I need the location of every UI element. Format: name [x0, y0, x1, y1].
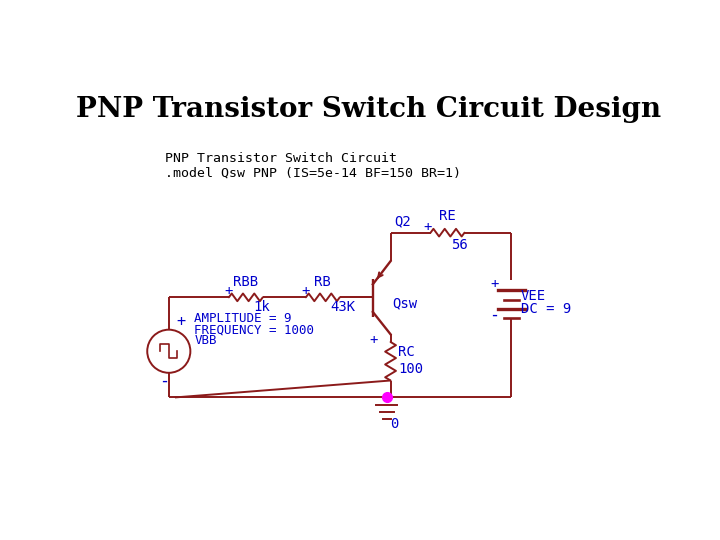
- Text: 56: 56: [451, 238, 468, 252]
- Text: RE: RE: [439, 209, 456, 222]
- Text: +: +: [302, 284, 310, 298]
- Text: PNP Transistor Switch Circuit: PNP Transistor Switch Circuit: [165, 152, 397, 165]
- Text: PNP Transistor Switch Circuit Design: PNP Transistor Switch Circuit Design: [76, 96, 662, 123]
- Text: +: +: [490, 277, 499, 291]
- Text: +: +: [423, 219, 432, 233]
- Text: RBB: RBB: [233, 275, 258, 289]
- Text: +: +: [225, 284, 233, 298]
- Text: VBB: VBB: [194, 334, 217, 347]
- Text: Q2: Q2: [395, 214, 411, 228]
- Text: .model Qsw PNP (IS=5e-14 BF=150 BR=1): .model Qsw PNP (IS=5e-14 BF=150 BR=1): [165, 166, 461, 179]
- Text: +: +: [369, 333, 378, 347]
- Text: DC = 9: DC = 9: [521, 302, 571, 316]
- Text: -: -: [160, 372, 170, 389]
- Text: FREQUENCY = 1000: FREQUENCY = 1000: [194, 323, 314, 336]
- Text: RB: RB: [315, 275, 331, 289]
- Text: -: -: [490, 306, 500, 324]
- Text: RC: RC: [398, 345, 415, 359]
- Text: AMPLITUDE = 9: AMPLITUDE = 9: [194, 312, 292, 325]
- Text: +: +: [176, 314, 186, 329]
- Text: 43K: 43K: [330, 300, 356, 314]
- Text: 0: 0: [390, 417, 399, 431]
- Text: 1k: 1k: [253, 300, 270, 314]
- Text: 100: 100: [398, 362, 423, 376]
- Text: Qsw: Qsw: [392, 296, 417, 310]
- Text: VEE: VEE: [521, 289, 546, 303]
